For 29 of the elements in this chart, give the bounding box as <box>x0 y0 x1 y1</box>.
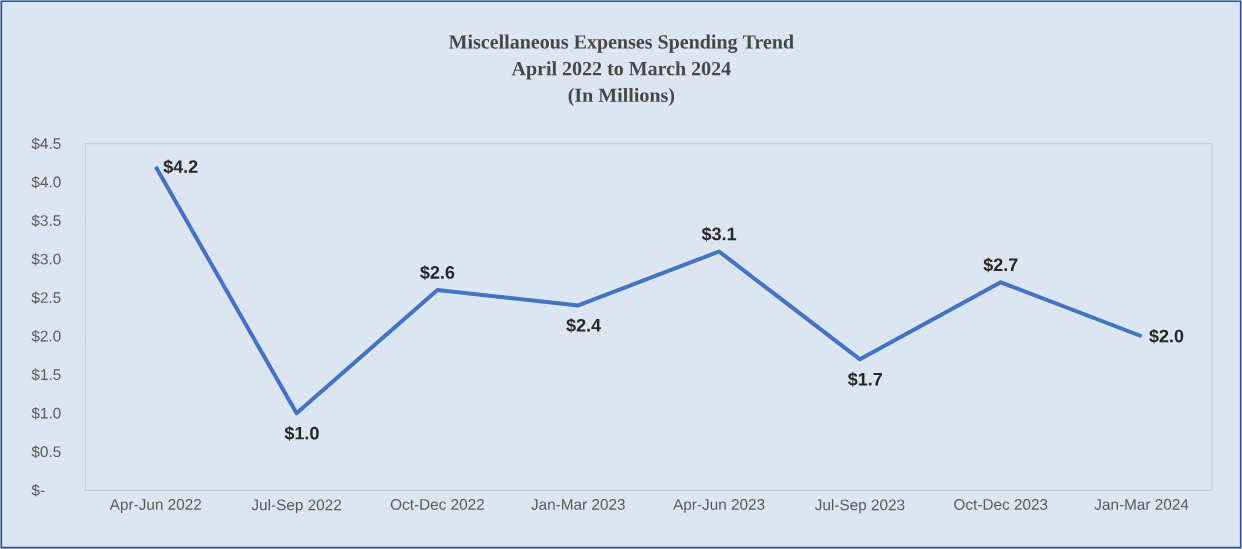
y-tick-label: $3.5 <box>31 214 61 227</box>
x-tick-label: Jan-Mar 2024 <box>1094 499 1189 510</box>
chart-subtitle: April 2022 to March 2024 <box>511 61 731 80</box>
y-tick-label: $2.0 <box>31 330 61 343</box>
data-label: $1.7 <box>847 372 882 387</box>
data-label: $2.0 <box>1149 328 1184 344</box>
y-tick-label: $0.5 <box>31 445 61 459</box>
y-tick-label: $- <box>31 484 45 497</box>
y-tick-label: $1.5 <box>31 368 61 381</box>
data-label: $4.2 <box>163 159 198 175</box>
x-tick-label: Oct-Dec 2023 <box>954 499 1048 510</box>
x-tick-label: Jul-Sep 2022 <box>251 499 341 514</box>
y-tick-label: $4.5 <box>31 137 61 150</box>
data-label: $1.0 <box>284 425 319 441</box>
y-tick-label: $1.0 <box>31 407 61 420</box>
data-label: $2.4 <box>566 318 601 333</box>
y-tick-label: $3.0 <box>31 253 61 266</box>
x-tick-label: Jul-Sep 2023 <box>814 499 905 514</box>
chart-title: Miscellaneous Expenses Spending Trend <box>448 34 794 53</box>
data-label: $2.7 <box>983 257 1018 273</box>
data-label: $3.1 <box>701 226 737 242</box>
y-tick-label: $4.0 <box>31 175 61 189</box>
x-tick-label: Apr-Jun 2022 <box>109 499 201 513</box>
data-label: $2.6 <box>420 265 455 280</box>
x-tick-label: Apr-Jun 2023 <box>673 499 765 513</box>
x-tick-label: Jan-Mar 2023 <box>531 499 625 510</box>
text: (In Millions) <box>568 87 675 107</box>
x-tick-label: Oct-Dec 2022 <box>390 499 484 510</box>
y-tick-label: $2.5 <box>31 291 61 304</box>
